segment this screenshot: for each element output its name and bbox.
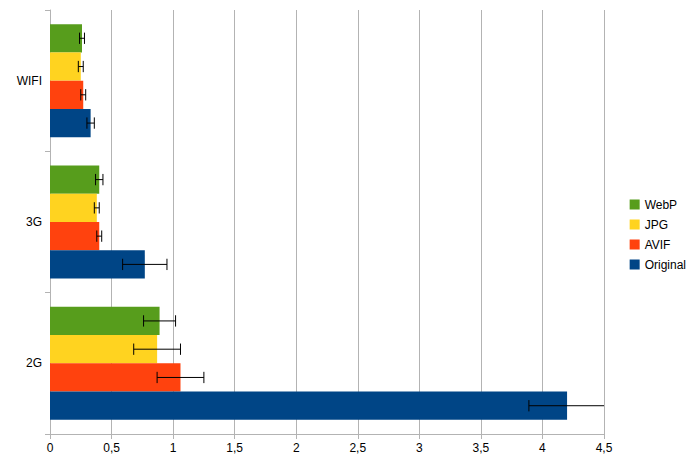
svg-text:4: 4 (539, 441, 546, 455)
svg-text:0,5: 0,5 (103, 441, 120, 455)
svg-text:WIFI: WIFI (17, 74, 42, 88)
svg-text:4,5: 4,5 (596, 441, 613, 455)
svg-text:2,5: 2,5 (349, 441, 366, 455)
svg-text:3,5: 3,5 (473, 441, 490, 455)
svg-text:WebP: WebP (645, 198, 677, 212)
svg-text:JPG: JPG (645, 218, 668, 232)
svg-text:3G: 3G (26, 215, 42, 229)
svg-text:1: 1 (170, 441, 177, 455)
svg-text:2G: 2G (26, 356, 42, 370)
svg-text:2: 2 (293, 441, 300, 455)
svg-text:1,5: 1,5 (226, 441, 243, 455)
svg-text:AVIF: AVIF (645, 238, 671, 252)
svg-text:0: 0 (47, 441, 54, 455)
svg-text:3: 3 (416, 441, 423, 455)
svg-text:Original: Original (645, 258, 686, 272)
